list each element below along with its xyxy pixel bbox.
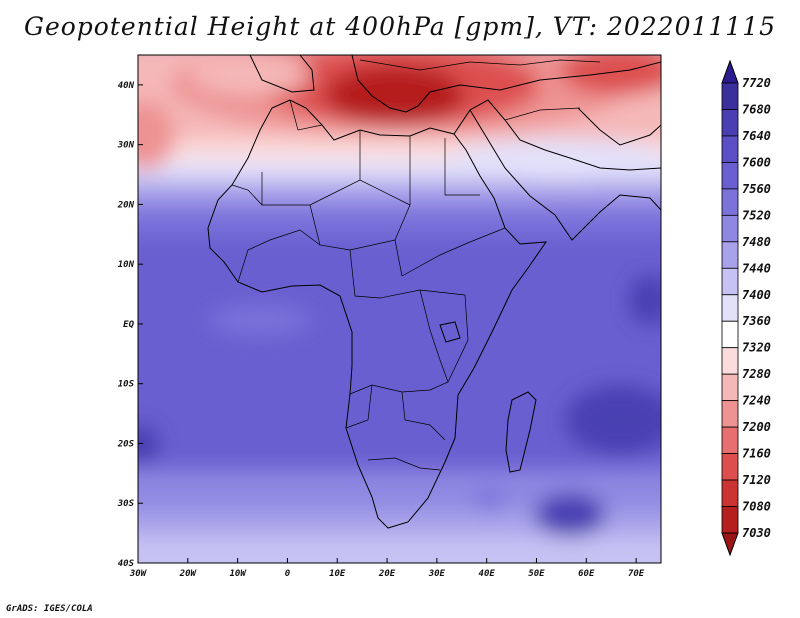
lon-tick-label: 40E xyxy=(479,569,496,579)
colorbar: 7720 7680 7640 7600 7560 7520 7480 7440 7400 7360… xyxy=(721,59,771,557)
colorbar-segment xyxy=(721,347,739,375)
colorbar-label: 7120 xyxy=(742,473,771,487)
colorbar-segment xyxy=(721,135,739,163)
colorbar-label: 7680 xyxy=(742,102,771,116)
coastlines xyxy=(207,55,661,529)
colorbar-segment xyxy=(721,188,739,216)
colorbar-segment xyxy=(721,320,739,349)
lon-tick-label: 50E xyxy=(528,569,545,579)
colorbar-label: 7560 xyxy=(742,182,771,196)
colorbar-label: 7480 xyxy=(742,235,771,249)
lon-tick-label: 20E xyxy=(378,569,396,579)
lat-tick-label: 20N xyxy=(117,200,135,210)
colorbar-label: 7600 xyxy=(742,155,771,169)
lon-tick-label: 30W xyxy=(129,569,148,579)
colorbar-segment xyxy=(721,453,739,481)
lat-tick-label: 10N xyxy=(118,260,135,270)
lon-tick-label: 10W xyxy=(229,569,247,579)
chart-title: Geopotential Height at 400hPa [gpm], VT:… xyxy=(23,12,777,41)
height-field xyxy=(138,55,661,563)
colorbar-segment xyxy=(721,373,739,402)
colorbar-bottom-arrow xyxy=(721,532,739,557)
colorbar-segment xyxy=(721,162,739,190)
colorbar-label: 7280 xyxy=(742,367,771,381)
lon-tick-label: 10E xyxy=(329,569,346,579)
colorbar-label: 7240 xyxy=(742,394,771,408)
colorbar-segment xyxy=(721,214,739,243)
lat-tick-label: 10S xyxy=(118,380,135,390)
lat-tick-label: EQ xyxy=(123,320,134,330)
colorbar-segment xyxy=(721,506,739,534)
lat-tick-label: 30N xyxy=(117,141,135,151)
lon-axis: 30W 20W 10W 0 10E 20E 30E 40E 50E 60E 70E xyxy=(129,558,645,579)
lat-axis: 40N 30N 20N 10N EQ 10S 20S 30S 40S xyxy=(117,81,143,569)
colorbar-segment xyxy=(721,400,739,428)
colorbar-label: 7520 xyxy=(742,208,771,222)
colorbar-segment xyxy=(721,267,739,296)
colorbar-label: 7720 xyxy=(742,76,771,90)
colorbar-segment xyxy=(721,109,739,137)
lon-tick-label: 20W xyxy=(179,569,198,579)
colorbar-label: 7360 xyxy=(742,314,771,328)
colorbar-label: 7200 xyxy=(742,420,771,434)
colorbar-label: 7440 xyxy=(742,261,771,275)
lon-tick-label: 0 xyxy=(285,569,291,579)
lat-tick-label: 40S xyxy=(118,559,135,569)
colorbar-label: 7080 xyxy=(742,500,771,514)
colorbar-label: 7030 xyxy=(742,526,771,540)
lat-tick-label: 40N xyxy=(118,81,135,91)
colorbar-segment xyxy=(721,426,739,454)
colorbar-top-arrow xyxy=(721,59,739,84)
lat-tick-label: 30S xyxy=(117,499,135,509)
colorbar-label: 7160 xyxy=(742,447,771,461)
lon-tick-label: 60E xyxy=(578,569,595,579)
colorbar-segment xyxy=(721,479,739,507)
grads-credit: GrADS: IGES/COLA xyxy=(6,604,93,614)
lon-tick-label: 70E xyxy=(628,569,645,579)
colorbar-segment xyxy=(721,294,739,322)
lat-tick-label: 20S xyxy=(117,439,135,449)
colorbar-segment xyxy=(721,241,739,269)
colorbar-label: 7320 xyxy=(742,341,771,355)
map-frame xyxy=(137,54,662,564)
country-borders xyxy=(231,59,601,471)
colorbar-label: 7640 xyxy=(742,129,771,143)
colorbar-label: 7400 xyxy=(742,288,771,302)
colorbar-segment xyxy=(721,82,739,110)
lon-tick-label: 30E xyxy=(428,569,446,579)
